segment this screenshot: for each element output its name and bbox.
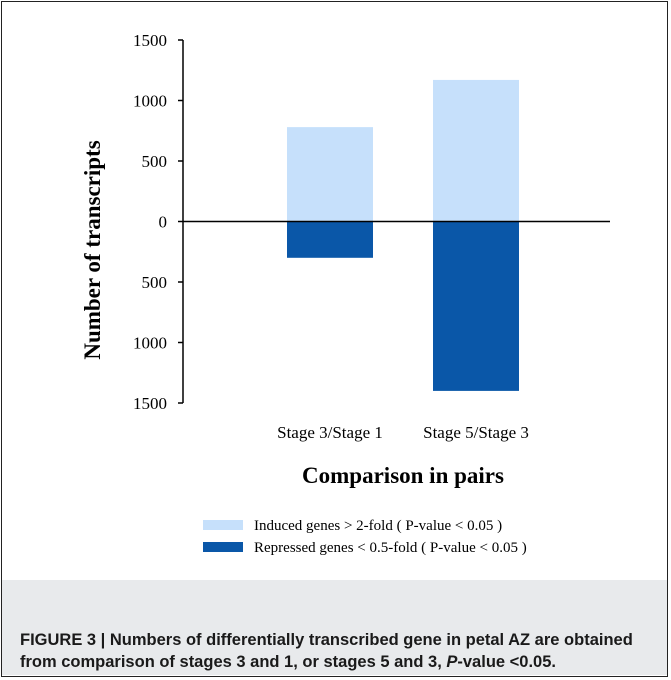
bar-repressed-2 <box>433 221 519 391</box>
legend-swatch <box>203 542 243 552</box>
x-category-labels: Stage 3/Stage 1 Stage 5/Stage 3 <box>277 423 529 442</box>
legend-label: Repressed genes < 0.5-fold ( P-value < 0… <box>254 540 527 556</box>
caption-label: FIGURE 3 | Numbers of differentially tra… <box>20 631 633 671</box>
bar-induced-1 <box>287 127 373 222</box>
caption-band <box>2 580 667 675</box>
y-tick-label: 500 <box>142 273 168 292</box>
legend-label: Induced genes > 2-fold ( P-value < 0.05 … <box>254 518 502 534</box>
x-category-label: Stage 5/Stage 3 <box>423 423 529 442</box>
y-tick-label: 1500 <box>133 31 167 50</box>
bar-repressed-1 <box>287 221 373 258</box>
legend: Induced genes > 2-fold ( P-value < 0.05 … <box>203 518 527 556</box>
y-tick-label: 0 <box>159 213 168 232</box>
y-tick-label: 1500 <box>133 394 167 413</box>
figure-caption: FIGURE 3 | Numbers of differentially tra… <box>20 629 650 673</box>
y-tick-label: 1000 <box>133 92 167 111</box>
y-axis-label: Number of transcripts <box>80 140 105 359</box>
y-ticks-group: 1500 1000 500 0 500 1000 1500 <box>133 31 183 413</box>
legend-swatch <box>203 520 243 530</box>
caption-p-symbol: P <box>446 653 458 671</box>
y-tick-label: 1000 <box>133 334 167 353</box>
x-category-label: Stage 3/Stage 1 <box>277 423 383 442</box>
bar-induced-2 <box>433 79 519 222</box>
bars-group <box>287 79 519 391</box>
y-tick-label: 500 <box>142 152 168 171</box>
caption-p-rest: -value <0.05. <box>457 653 556 671</box>
x-axis-label: Comparison in pairs <box>302 463 504 488</box>
